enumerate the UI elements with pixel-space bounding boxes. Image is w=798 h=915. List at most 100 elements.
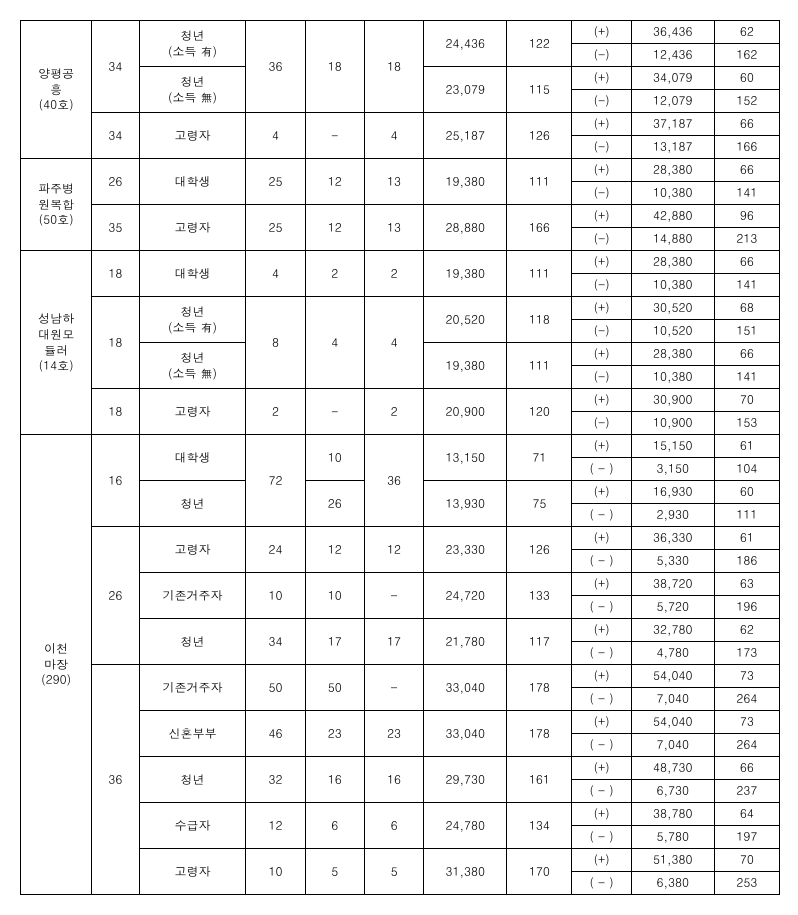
cell: 18: [305, 21, 364, 113]
cell: 12,079: [631, 90, 714, 113]
cell: 66: [714, 159, 779, 182]
cell: ( - ): [572, 504, 631, 527]
cell: 28,380: [631, 251, 714, 274]
cell: 30,900: [631, 389, 714, 412]
cell: 13: [364, 159, 423, 205]
cell: 31,380: [424, 849, 507, 895]
cell: 4: [246, 251, 305, 297]
cell: 38,780: [631, 803, 714, 826]
cell: 6,380: [631, 872, 714, 895]
cell: 24: [246, 527, 305, 573]
cell: 18: [92, 389, 139, 435]
cell: 17: [364, 619, 423, 665]
cell: 수급자: [139, 803, 246, 849]
cell: 15,150: [631, 435, 714, 458]
cell: 33,040: [424, 711, 507, 757]
cell: ( - ): [572, 458, 631, 481]
cell: (+): [572, 711, 631, 734]
cell: 162: [714, 44, 779, 67]
cell: 16,930: [631, 481, 714, 504]
cell: 7,040: [631, 734, 714, 757]
cell: 대학생: [139, 159, 246, 205]
cell: 16: [92, 435, 139, 527]
cell: ( - ): [572, 734, 631, 757]
cell: 26: [92, 159, 139, 205]
table-row: 34고령자4-425,187126(+)37,18766: [21, 113, 780, 136]
cell: 23,330: [424, 527, 507, 573]
cell: 고령자: [139, 527, 246, 573]
table-row: 26고령자24121223,330126(+)36,33061: [21, 527, 780, 550]
cell: 16: [305, 757, 364, 803]
cell: 28,880: [424, 205, 507, 251]
cell: 28,380: [631, 159, 714, 182]
cell: 178: [507, 665, 572, 711]
cell: 28,380: [631, 343, 714, 366]
cell: 23: [305, 711, 364, 757]
cell: 104: [714, 458, 779, 481]
cell: 237: [714, 780, 779, 803]
cell: 10: [305, 573, 364, 619]
cell: 34: [92, 21, 139, 113]
cell: ( - ): [572, 550, 631, 573]
cell: -: [305, 113, 364, 159]
cell: 2: [305, 251, 364, 297]
cell: 178: [507, 711, 572, 757]
cell: 청년 (소득 無): [139, 67, 246, 113]
cell: 청년 (소득 無): [139, 343, 246, 389]
cell: 20,520: [424, 297, 507, 343]
cell: (-): [572, 366, 631, 389]
cell: 10,380: [631, 274, 714, 297]
cell: (-): [572, 90, 631, 113]
cell: 기존거주자: [139, 665, 246, 711]
cell: 고령자: [139, 205, 246, 251]
cell: 10,380: [631, 366, 714, 389]
cell: 4: [305, 297, 364, 389]
cell: 17: [305, 619, 364, 665]
cell: ( - ): [572, 872, 631, 895]
cell: (+): [572, 435, 631, 458]
cell: 32,780: [631, 619, 714, 642]
cell: (+): [572, 665, 631, 688]
cell: 153: [714, 412, 779, 435]
cell: 19,380: [424, 343, 507, 389]
cell: 36: [92, 665, 139, 895]
cell: 10: [246, 849, 305, 895]
cell: 161: [507, 757, 572, 803]
cell: 13: [364, 205, 423, 251]
cell: 141: [714, 274, 779, 297]
table-row: 파주병 원복합 (50호)26대학생25121319,380111(+)28,3…: [21, 159, 780, 182]
cell: 50: [305, 665, 364, 711]
cell: 54,040: [631, 665, 714, 688]
cell: 34: [246, 619, 305, 665]
cell: 대학생: [139, 435, 246, 481]
cell: 166: [714, 136, 779, 159]
cell: (+): [572, 481, 631, 504]
cell: 66: [714, 113, 779, 136]
cell: 60: [714, 67, 779, 90]
cell: 18: [92, 297, 139, 389]
cell: 청년 (소득 有): [139, 21, 246, 67]
cell: 18: [92, 251, 139, 297]
cell: 신혼부부: [139, 711, 246, 757]
cell: 13,150: [424, 435, 507, 481]
cell: (+): [572, 297, 631, 320]
cell: 25: [246, 205, 305, 251]
cell: 36: [364, 435, 423, 527]
cell: 73: [714, 665, 779, 688]
cell: 141: [714, 182, 779, 205]
cell: -: [364, 665, 423, 711]
cell: 청년: [139, 619, 246, 665]
cell: 63: [714, 573, 779, 596]
cell: 청년: [139, 757, 246, 803]
cell: 118: [507, 297, 572, 343]
cell: 196: [714, 596, 779, 619]
cell: (+): [572, 849, 631, 872]
cell: 8: [246, 297, 305, 389]
cell: (+): [572, 803, 631, 826]
cell: 30,520: [631, 297, 714, 320]
cell: 13,930: [424, 481, 507, 527]
cell: 고령자: [139, 113, 246, 159]
cell: 96: [714, 205, 779, 228]
cell: ( - ): [572, 688, 631, 711]
cell: ( - ): [572, 642, 631, 665]
